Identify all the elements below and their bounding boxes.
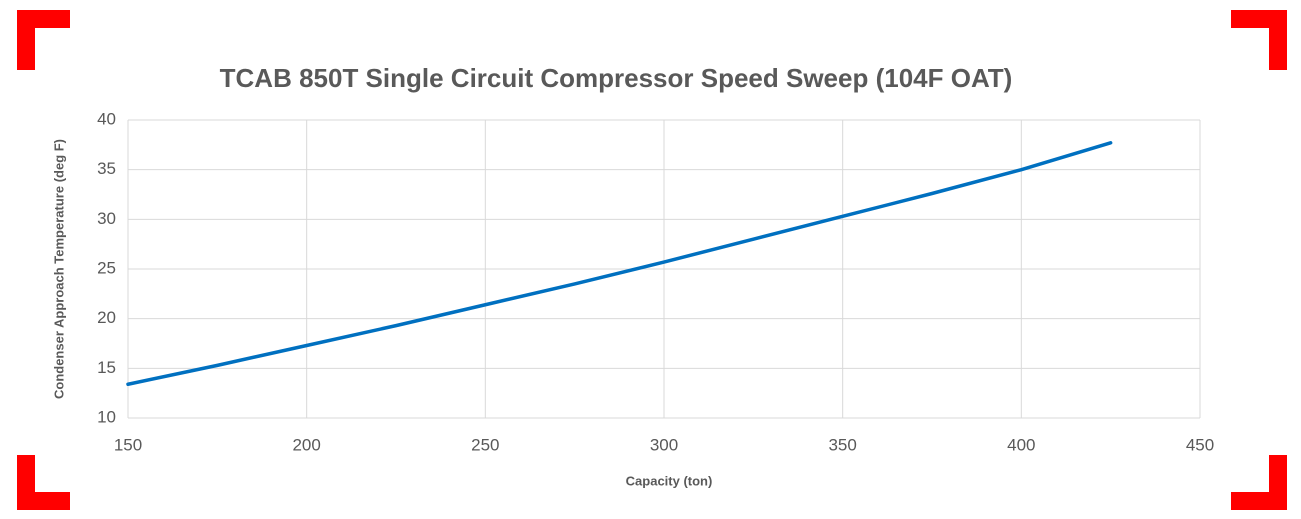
x-axis-label: Capacity (ton) [626,473,713,488]
chart-title: TCAB 850T Single Circuit Compressor Spee… [220,63,1013,93]
y-tick-label: 15 [97,358,116,377]
x-tick-label: 300 [650,435,678,454]
x-tick-label: 150 [114,435,142,454]
corner-brackets [17,10,1287,510]
y-tick-label: 30 [97,209,116,228]
y-axis-label: Condenser Approach Temperature (deg F) [51,139,66,399]
y-tick-label: 20 [97,308,116,327]
x-tick-label: 200 [292,435,320,454]
data-line [126,141,1113,386]
x-tick-label: 250 [471,435,499,454]
y-tick-label: 25 [97,258,116,277]
x-tick-label: 450 [1186,435,1214,454]
y-tick-label: 35 [97,159,116,178]
x-tick-label: 400 [1007,435,1035,454]
y-tick-label: 40 [97,109,116,128]
x-tick-label: 350 [828,435,856,454]
y-tick-label: 10 [97,407,116,426]
